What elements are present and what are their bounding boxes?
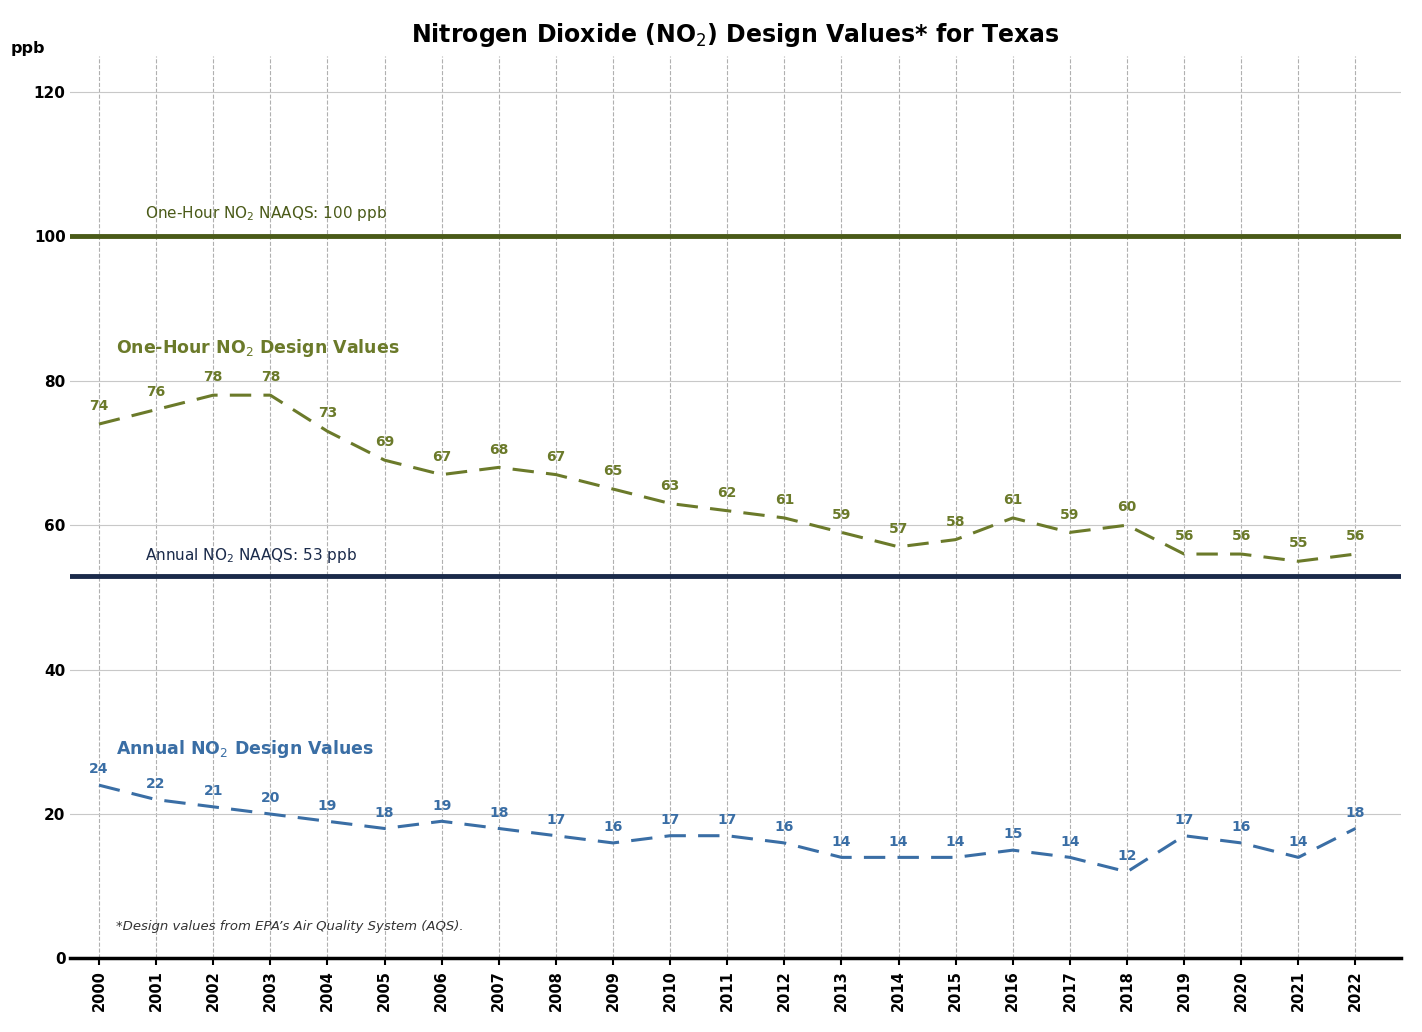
Text: 20: 20	[260, 792, 280, 805]
Text: 73: 73	[317, 407, 337, 420]
Text: 62: 62	[718, 486, 737, 499]
Text: ppb: ppb	[10, 40, 46, 56]
Text: 58: 58	[946, 515, 966, 528]
Title: Nitrogen Dioxide (NO$_2$) Design Values* for Texas: Nitrogen Dioxide (NO$_2$) Design Values*…	[411, 21, 1061, 49]
Text: Annual NO$_2$ Design Values: Annual NO$_2$ Design Values	[117, 738, 374, 760]
Text: 14: 14	[832, 835, 852, 848]
Text: 24: 24	[90, 763, 108, 776]
Text: Annual NO$_2$ NAAQS: 53 ppb: Annual NO$_2$ NAAQS: 53 ppb	[145, 546, 357, 565]
Text: 56: 56	[1345, 529, 1365, 543]
Text: 16: 16	[775, 820, 793, 834]
Text: 18: 18	[1345, 806, 1365, 819]
Text: 59: 59	[832, 508, 852, 521]
Text: 56: 56	[1175, 529, 1194, 543]
Text: 18: 18	[375, 806, 394, 819]
Text: One-Hour NO$_2$ Design Values: One-Hour NO$_2$ Design Values	[117, 337, 400, 359]
Text: 61: 61	[775, 493, 793, 507]
Text: 78: 78	[203, 370, 223, 384]
Text: 22: 22	[146, 777, 166, 791]
Text: One-Hour NO$_2$ NAAQS: 100 ppb: One-Hour NO$_2$ NAAQS: 100 ppb	[145, 204, 387, 223]
Text: 16: 16	[1231, 820, 1251, 834]
Text: 17: 17	[660, 813, 680, 827]
Text: 76: 76	[146, 385, 166, 398]
Text: 14: 14	[1061, 835, 1079, 848]
Text: 12: 12	[1118, 849, 1136, 863]
Text: 61: 61	[1003, 493, 1022, 507]
Text: 19: 19	[432, 799, 451, 812]
Text: 65: 65	[603, 464, 623, 478]
Text: 19: 19	[317, 799, 337, 812]
Text: 68: 68	[489, 443, 509, 456]
Text: 57: 57	[889, 522, 909, 536]
Text: 14: 14	[889, 835, 909, 848]
Text: 60: 60	[1118, 501, 1136, 514]
Text: 74: 74	[90, 399, 108, 413]
Text: 63: 63	[660, 479, 680, 492]
Text: 78: 78	[260, 370, 280, 384]
Text: 17: 17	[718, 813, 737, 827]
Text: 59: 59	[1061, 508, 1079, 521]
Text: 21: 21	[203, 784, 223, 798]
Text: 15: 15	[1003, 828, 1022, 841]
Text: 56: 56	[1231, 529, 1251, 543]
Text: 55: 55	[1288, 537, 1308, 550]
Text: 16: 16	[603, 820, 623, 834]
Text: 17: 17	[1175, 813, 1194, 827]
Text: 67: 67	[432, 450, 451, 463]
Text: 67: 67	[546, 450, 566, 463]
Text: 69: 69	[375, 436, 394, 449]
Text: 17: 17	[546, 813, 566, 827]
Text: *Design values from EPA’s Air Quality System (AQS).: *Design values from EPA’s Air Quality Sy…	[117, 921, 464, 933]
Text: 18: 18	[489, 806, 509, 819]
Text: 14: 14	[1288, 835, 1308, 848]
Text: 14: 14	[946, 835, 966, 848]
